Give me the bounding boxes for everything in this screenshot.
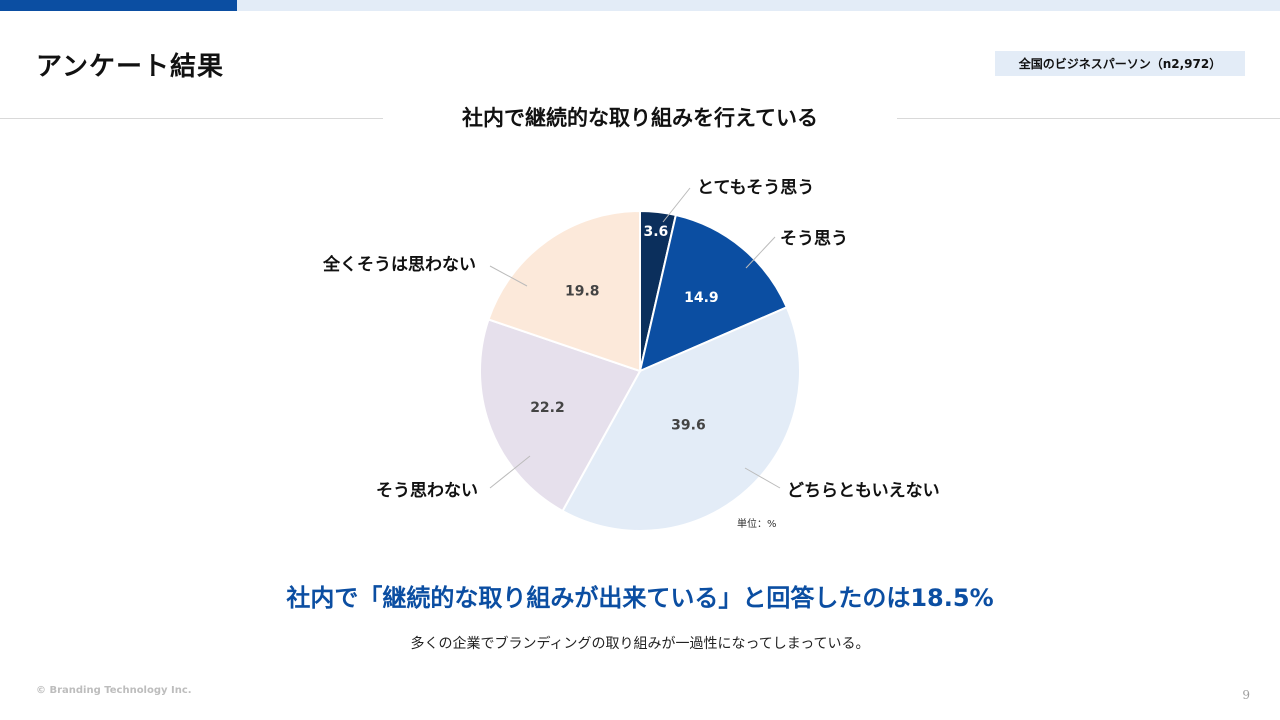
title-divider-right bbox=[897, 118, 1280, 119]
slice-value-label: 39.6 bbox=[671, 417, 706, 433]
top-accent-bar-light bbox=[237, 0, 1280, 11]
copyright: © Branding Technology Inc. bbox=[36, 685, 192, 696]
leader-line bbox=[489, 265, 528, 287]
leader-line bbox=[662, 187, 691, 223]
title-divider-left bbox=[0, 118, 383, 119]
chart-title: 社内で継続的な取り組みを行えている bbox=[462, 106, 818, 130]
slice-value-label: 22.2 bbox=[530, 400, 565, 416]
leader-line bbox=[745, 236, 776, 269]
slice-category-label: とてもそう思う bbox=[697, 178, 814, 198]
slice-value-label: 3.6 bbox=[643, 224, 668, 240]
slice-value-label: 19.8 bbox=[565, 283, 600, 299]
unit-note: 単位：% bbox=[737, 517, 777, 530]
sample-badge: 全国のビジネスパーソン（n2,972） bbox=[995, 51, 1245, 76]
pie-slice bbox=[638, 213, 789, 373]
slice-value-label: 14.9 bbox=[684, 290, 719, 306]
slice-category-label: そう思う bbox=[780, 229, 848, 249]
pie-slice bbox=[487, 209, 641, 373]
pie-slice bbox=[479, 318, 642, 513]
pie-slice bbox=[561, 305, 801, 532]
leader-line bbox=[744, 467, 781, 489]
page-number: 9 bbox=[1242, 688, 1250, 702]
slice-category-label: どちらともいえない bbox=[787, 481, 940, 501]
leader-line bbox=[489, 455, 531, 489]
subtext: 多くの企業でブランディングの取り組みが一過性になってしまっている。 bbox=[410, 636, 870, 652]
slice-category-label: 全くそうは思わない bbox=[322, 254, 476, 275]
headline: 社内で「継続的な取り組みが出来ている」と回答したのは18.5% bbox=[286, 584, 994, 612]
slice-category-label: そう思わない bbox=[376, 481, 478, 501]
top-accent-bar bbox=[0, 0, 237, 11]
page-title: アンケート結果 bbox=[36, 52, 224, 82]
